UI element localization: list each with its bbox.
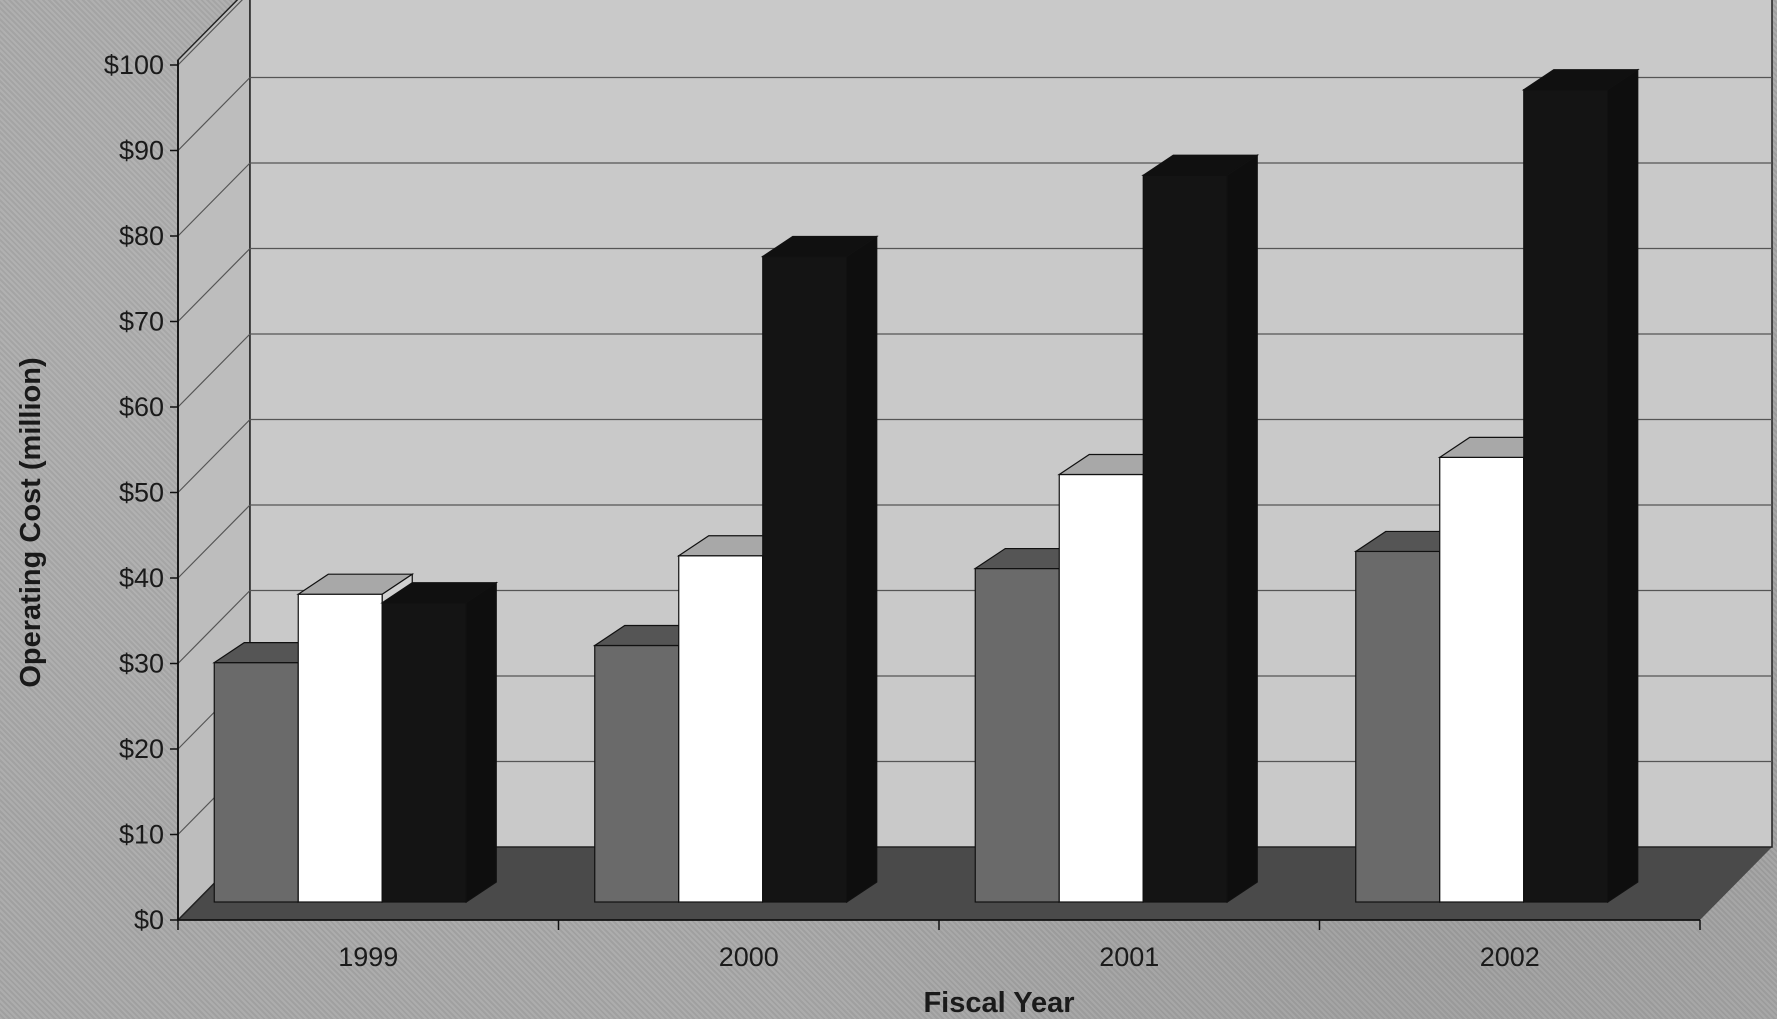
bar-front — [1355, 550, 1441, 903]
bar-side — [846, 235, 878, 904]
y-tick-label: $100 — [104, 50, 164, 80]
y-axis-title: Operating Cost (million) — [15, 357, 47, 687]
x-tick-label: 2001 — [1099, 942, 1159, 972]
x-axis-title: Fiscal Year — [923, 987, 1074, 1019]
bar — [760, 235, 879, 904]
gridline-side — [177, 590, 251, 664]
bar-front — [297, 593, 383, 903]
bar-front — [1439, 456, 1525, 903]
bar — [1141, 154, 1260, 904]
y-tick-label: $60 — [119, 392, 164, 422]
bar — [1521, 68, 1640, 904]
bar-side — [465, 581, 497, 904]
x-tick-label: 2000 — [719, 942, 779, 972]
gridline-side — [177, 0, 243, 66]
bar-front — [381, 602, 467, 903]
bar-front — [974, 567, 1060, 903]
bar-front — [213, 661, 299, 903]
y-tick-label: $80 — [119, 221, 164, 251]
bar — [380, 581, 499, 904]
bar-front — [762, 255, 848, 903]
y-tick-label: $90 — [119, 136, 164, 166]
gridline-side — [177, 162, 251, 237]
bar-front — [1142, 174, 1228, 903]
gridline-side — [177, 504, 251, 579]
bar-side — [1226, 154, 1258, 904]
y-tick-label: $20 — [119, 734, 164, 764]
gridline-side — [177, 333, 251, 408]
x-tick-label: 1999 — [338, 942, 398, 972]
bar-front — [678, 555, 764, 903]
y-tick-label: $40 — [119, 563, 164, 593]
gridline-side — [177, 419, 251, 493]
bar-side — [1607, 68, 1639, 904]
bar-front — [594, 644, 680, 903]
y-tick-label: $0 — [134, 905, 164, 935]
bar-front — [1523, 89, 1609, 903]
y-tick-labels: $0 $10 $20 $30 $40 $50 $60 $70 $80 $90 $100 — [104, 50, 164, 935]
y-tick-label: $30 — [119, 649, 164, 679]
y-tick-label: $70 — [119, 307, 164, 337]
x-tick-labels: 1999 2000 2001 2002 — [338, 942, 1540, 972]
y-tick-label: $10 — [119, 820, 164, 850]
axes — [177, 60, 1701, 930]
gridline-side — [177, 77, 251, 151]
x-tick-label: 2002 — [1480, 942, 1540, 972]
y-tick-label: $50 — [119, 478, 164, 508]
bars — [212, 68, 1640, 904]
gridline-side — [177, 248, 251, 322]
bar-front — [1058, 473, 1144, 903]
